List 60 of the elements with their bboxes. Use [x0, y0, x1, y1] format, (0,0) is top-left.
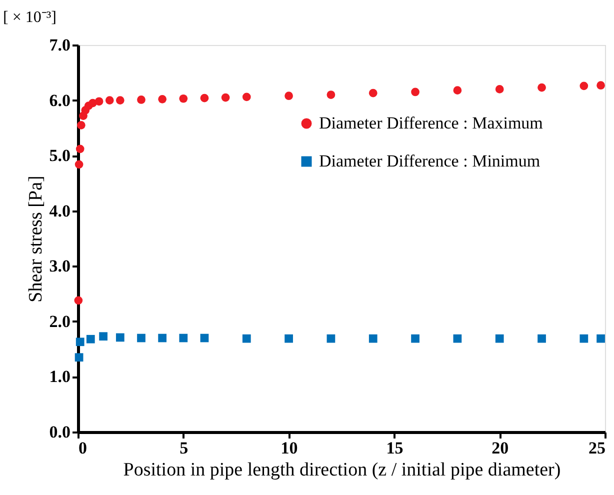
y-tick-label: 1.0 [49, 367, 70, 386]
point [158, 334, 167, 342]
point [326, 334, 336, 343]
point [76, 120, 86, 130]
point [179, 334, 188, 342]
point [495, 85, 504, 94]
point [74, 353, 84, 362]
point [105, 96, 114, 104]
point [495, 334, 504, 343]
point [368, 334, 378, 343]
point [326, 90, 336, 99]
point [453, 86, 462, 95]
x-tick-label: 5 [180, 438, 188, 458]
point [221, 93, 230, 102]
point [74, 160, 84, 169]
point [242, 92, 251, 102]
x-tick-label: 15 [386, 438, 404, 458]
point [596, 81, 605, 90]
point [411, 334, 420, 343]
point [158, 95, 167, 104]
point [580, 82, 588, 90]
y-tick-label: 0.0 [49, 422, 70, 442]
point [179, 94, 188, 103]
point [116, 96, 124, 104]
x-tick-label: 0 [78, 438, 87, 458]
x-tick-label: 10 [280, 438, 298, 458]
y-tick-label: 4.0 [49, 201, 70, 220]
y-tick-label: 6.0 [49, 90, 70, 110]
point [538, 83, 546, 92]
point [86, 334, 95, 344]
x-tick-label: 20 [492, 438, 509, 458]
legend-label: Diameter Difference : Minimum [319, 152, 540, 170]
y-tick-label: 7.0 [49, 36, 70, 54]
point [284, 92, 293, 100]
legend-label: Diameter Difference : Maximum [319, 114, 543, 132]
y-axis-title: Shear stress [Pa] [25, 176, 46, 302]
x-axis-title: Position in pipe length direction (z / initial pipe diameter) [123, 460, 561, 480]
point [411, 88, 420, 96]
point [368, 88, 378, 98]
point [94, 97, 104, 106]
point [200, 334, 209, 342]
point [76, 144, 84, 154]
point [596, 334, 605, 343]
point [242, 334, 251, 343]
y-tick-label: 5.0 [49, 146, 70, 166]
point [137, 96, 146, 104]
point [74, 296, 83, 305]
point [137, 334, 146, 342]
point [200, 94, 209, 102]
point [538, 334, 546, 343]
y-tick-label: 3.0 [49, 256, 70, 276]
point [580, 334, 588, 343]
point [453, 334, 462, 343]
text: [ × 10⁻³] [3, 9, 56, 26]
x-tick-label: 25 [588, 438, 606, 458]
point [76, 338, 84, 346]
point [284, 334, 293, 343]
point [99, 332, 108, 341]
point [116, 333, 124, 342]
y-tick-label: 2.0 [49, 312, 70, 331]
